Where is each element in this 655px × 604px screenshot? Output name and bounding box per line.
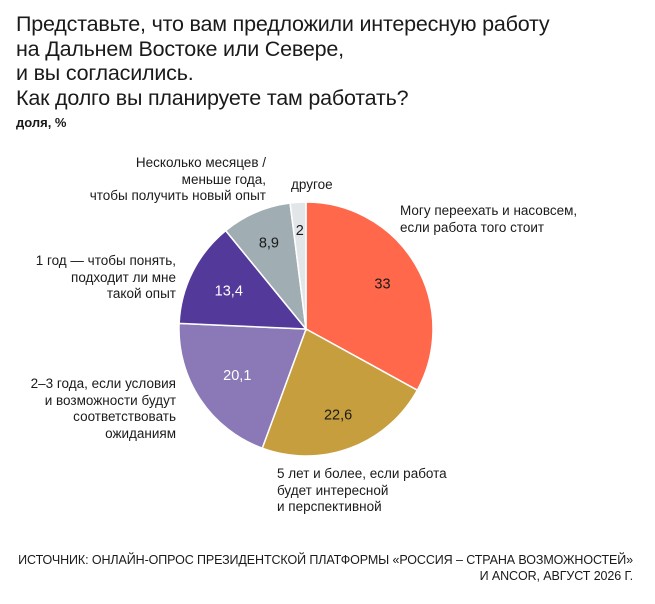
slice-value-label: 2 — [296, 223, 304, 239]
slice-label-line: если работа того стоит — [400, 219, 545, 235]
slice-label-line: и перспективной — [277, 499, 382, 514]
slice-value-label: 8,9 — [259, 236, 279, 252]
slice-label-forever: Могу переехать и насовсем, если работа т… — [400, 203, 577, 236]
slice-value-label: 20,1 — [223, 368, 251, 384]
title-line: Как долго вы планируете там работать? — [16, 85, 409, 110]
pie-slice — [178, 322, 308, 450]
slice-value-label: 22,6 — [324, 408, 352, 424]
slice-label-other: другое — [291, 177, 333, 194]
source-note: Источник: онлайн-опрос президентской пла… — [18, 552, 633, 584]
slice-label-2-3-years: 2–3 года, если условия и возможности буд… — [31, 376, 176, 442]
slice-label-line: подходит ли мне — [71, 269, 176, 285]
slice-value-label: 33 — [374, 277, 390, 293]
pie-slice — [305, 201, 434, 392]
slice-label-line: ожиданиям — [105, 425, 176, 441]
slice-label-line: 2–3 года, если условия — [30, 376, 176, 391]
slice-label-line: 1 год — чтобы понять, — [35, 253, 176, 268]
slice-label-line: и возможности будут — [44, 392, 176, 408]
title-line: и вы согласились. — [16, 61, 194, 85]
title-line: на Дальнем Востоке или Севере, — [16, 36, 344, 61]
pie-slice — [289, 201, 307, 330]
source-line: и ANCOR, август 2026 г. — [479, 569, 633, 583]
pie-slice — [178, 229, 308, 330]
slice-label-1-year: 1 год — чтобы понять, подходит ли мне та… — [36, 253, 176, 303]
slice-label-line: будет интересной — [277, 482, 389, 498]
slice-label-line: соответствовать — [73, 409, 176, 424]
slice-label-line: такой опыт — [106, 286, 176, 301]
slice-label-months: Несколько месяцев / меньше года, чтобы п… — [90, 155, 266, 205]
slice-label-line: другое — [291, 177, 333, 192]
slice-label-line: Несколько месяцев / — [135, 155, 266, 170]
slice-label-line: меньше года, — [181, 171, 266, 187]
slice-label-line: чтобы получить новый опыт — [89, 188, 266, 203]
slice-value-label: 13,4 — [215, 283, 243, 299]
slice-label-line: 5 лет и более, если работа — [277, 466, 447, 481]
pie-slice — [261, 327, 419, 457]
slice-label-5-years: 5 лет и более, если работа будет интерес… — [277, 466, 447, 516]
unit-label: доля, % — [16, 115, 67, 130]
source-line: Источник: онлайн-опрос президентской пла… — [18, 553, 633, 567]
chart-title: Представьте, что вам предложили интересн… — [16, 12, 646, 110]
title-line: Представьте, что вам предложили интересн… — [16, 12, 550, 36]
slice-label-line: Могу переехать и насовсем, — [400, 203, 578, 218]
